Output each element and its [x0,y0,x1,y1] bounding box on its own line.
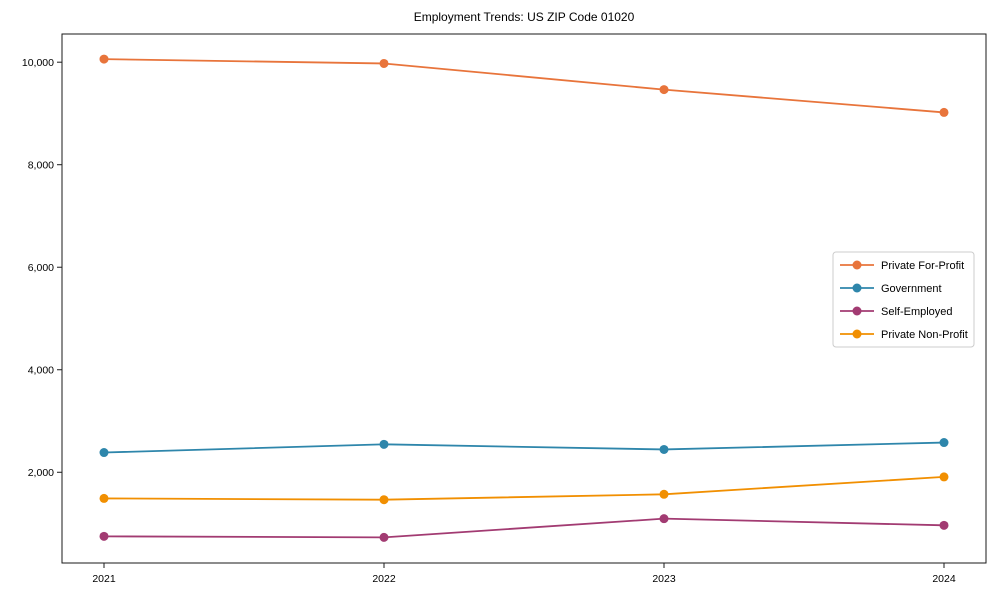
data-point-marker [659,444,669,454]
data-point-marker [939,520,949,530]
legend-item: Private Non-Profit [840,329,968,341]
legend: Private For-Profit Government Self-Employe… [832,251,975,348]
legend-marker [852,329,862,339]
series-line [103,441,945,454]
legend-label: Private Non-Profit [881,329,968,341]
x-tick-label: 2024 [932,573,956,585]
data-point-marker [659,85,669,95]
y-tick-label: 2,000 [28,467,54,479]
legend-marker [852,283,862,293]
y-tick-label: 8,000 [28,159,54,171]
axes-box [61,33,987,564]
legend-item: Self-Employed [840,306,953,318]
data-point-marker [659,489,669,499]
data-point-marker [939,438,949,448]
legend-label: Private For-Profit [881,260,964,272]
data-point-marker [379,495,389,505]
y-tick-label: 4,000 [28,364,54,376]
y-tick-label: 6,000 [28,262,54,274]
legend-item: Government [840,283,942,295]
data-point-marker [939,472,949,482]
series-line [103,58,945,114]
series-line [103,517,945,539]
chart-title: Employment Trends: US ZIP Code 01020 [414,10,635,24]
data-point-marker [99,493,109,503]
data-point-marker [379,439,389,449]
legend-item: Private For-Profit [840,260,964,272]
x-tick-label: 2021 [92,573,116,585]
legend-marker [852,260,862,270]
plot-layer: 2,000 4,000 6,000 8,000 10,000 2021 2022 2023 20… [22,33,987,585]
data-point-marker [99,54,109,64]
data-point-marker [379,58,389,68]
data-point-marker [99,448,109,458]
x-tick-label: 2023 [652,573,676,585]
y-tick-label: 10,000 [22,57,54,69]
legend-label: Self-Employed [881,306,953,318]
data-point-marker [659,514,669,524]
data-point-marker [939,107,949,117]
data-point-marker [379,532,389,542]
legend-marker [852,306,862,316]
x-tick-label: 2022 [372,573,396,585]
legend-box [832,251,975,348]
series-line [103,475,945,501]
data-point-marker [99,531,109,541]
legend-label: Government [881,283,942,295]
